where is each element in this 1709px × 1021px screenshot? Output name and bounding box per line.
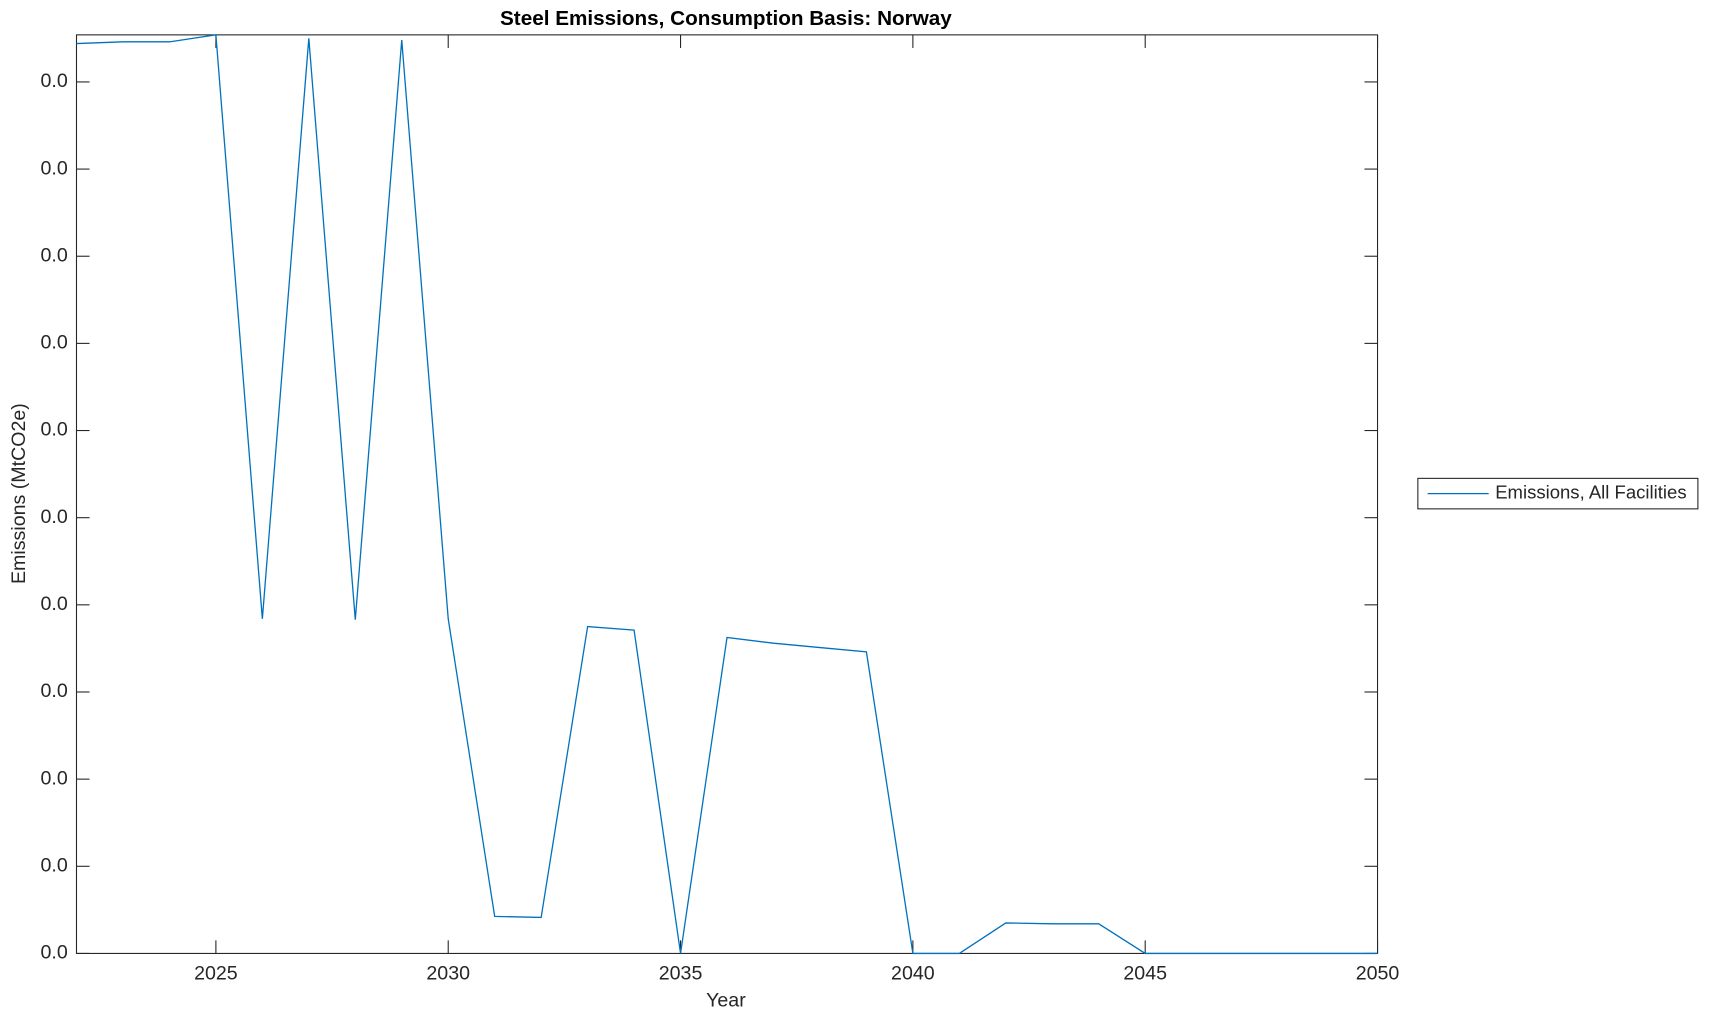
y-tick-label: 0.0 [41,332,68,354]
x-tick-label: 2040 [891,962,935,984]
y-tick-label: 0.0 [41,157,68,179]
x-tick-label: 2025 [194,962,238,984]
plot-frame [75,34,1379,954]
y-tick-label: 0.0 [41,70,68,92]
x-tick-label: 2045 [1123,962,1167,984]
y-tick-label: 0.0 [41,767,68,789]
chart-title: Steel Emissions, Consumption Basis: Norw… [500,7,952,30]
y-tick-label: 0.0 [41,593,68,615]
y-tick-label: 0.0 [41,506,68,528]
x-tick-label: 2030 [426,962,470,984]
y-tick-label: 0.0 [41,854,68,876]
x-tick-label: 2050 [1356,962,1400,984]
x-tick-label: 2035 [659,962,703,984]
y-tick-label: 0.0 [41,680,68,702]
y-tick-label: 0.0 [41,419,68,441]
y-tick-label: 0.0 [41,942,68,964]
data-line [76,34,1378,955]
legend: Emissions, All Facilities [1417,477,1699,510]
x-axis-label: Year [706,990,746,1012]
legend-label: Emissions, All Facilities [1495,482,1686,503]
y-tick-label: 0.0 [41,244,68,266]
y-axis-label: Emissions (MtCO2e) [8,403,30,584]
